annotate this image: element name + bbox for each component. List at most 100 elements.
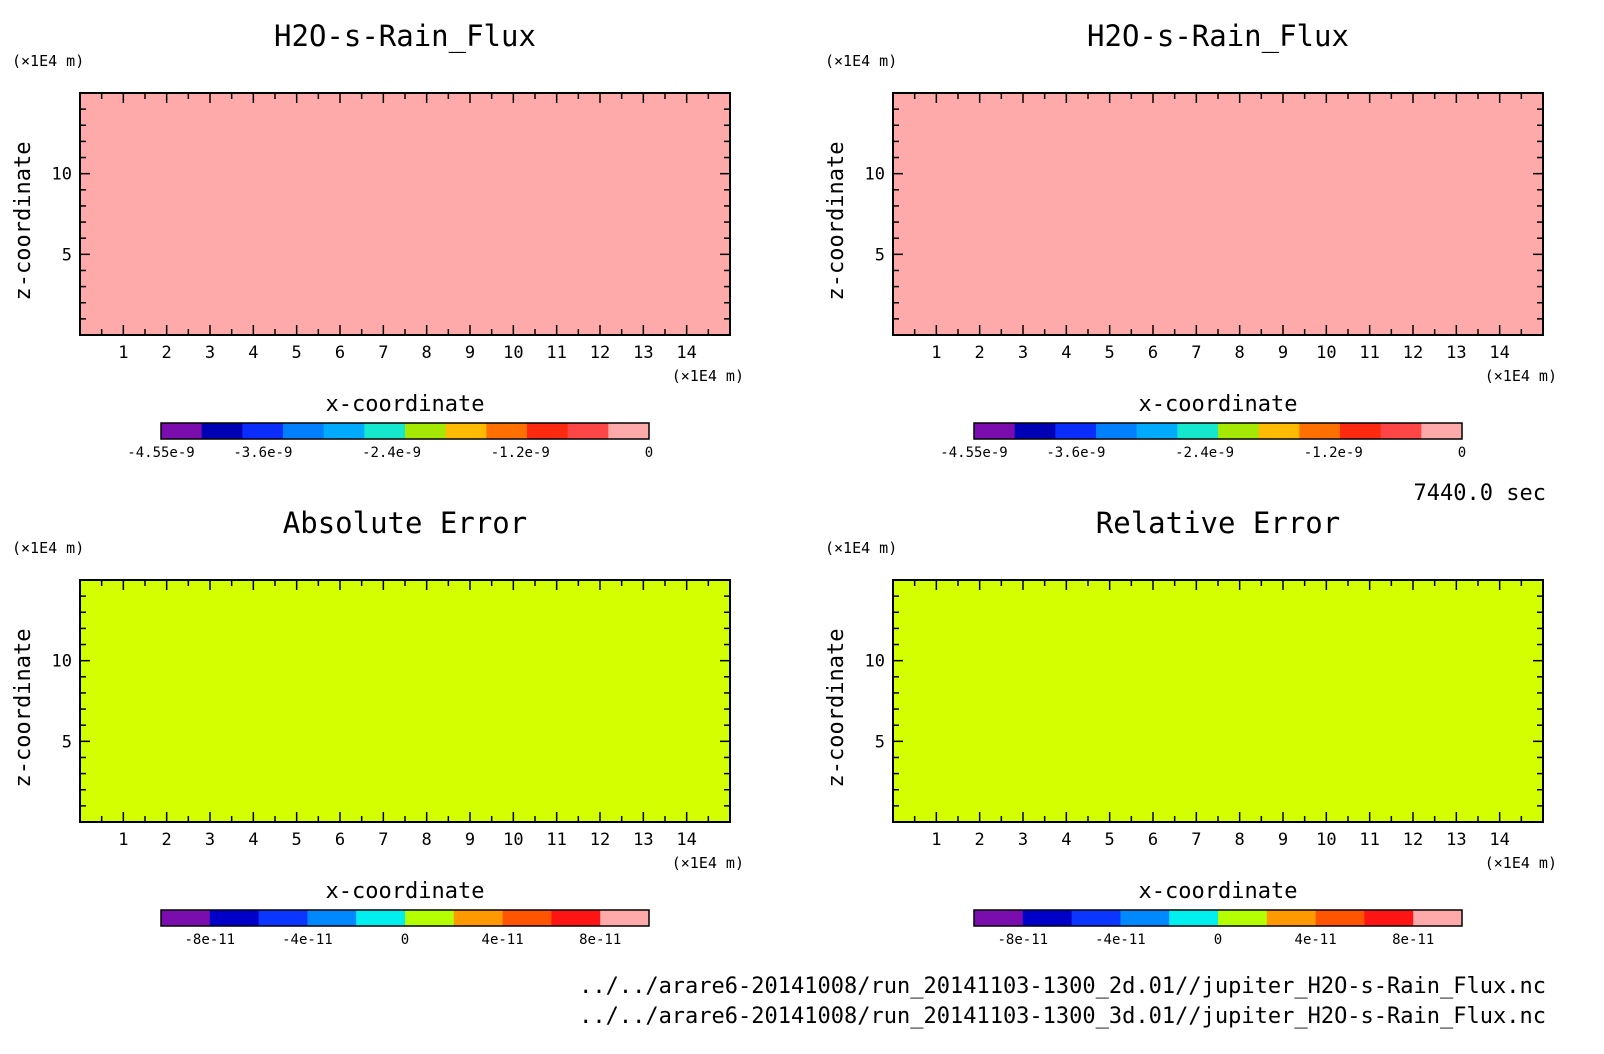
x-tick-label: 7 bbox=[1191, 830, 1201, 850]
colorbar-swatch bbox=[201, 423, 243, 439]
colorbar-frame bbox=[973, 422, 1463, 440]
colorbar-swatch bbox=[453, 910, 504, 926]
colorbar-label: 0 bbox=[1214, 932, 1222, 948]
x-tick-label: 5 bbox=[1105, 830, 1115, 850]
x-tick-label: 8 bbox=[422, 830, 432, 850]
colorbar-swatch bbox=[1177, 423, 1219, 439]
colorbar-swatch bbox=[405, 910, 455, 926]
colorbar-label: -8e-11 bbox=[998, 932, 1049, 948]
colorbar-label: -4.55e-9 bbox=[127, 445, 194, 461]
x-tick-label: 12 bbox=[1403, 343, 1423, 363]
x-tick-label: 10 bbox=[503, 830, 523, 850]
panel-title: H2O-s-Rain_Flux bbox=[1087, 19, 1349, 54]
x-tick-label: 10 bbox=[503, 343, 523, 363]
x-unit-label: (×1E4 m) bbox=[1485, 854, 1557, 872]
x-tick-label: 13 bbox=[633, 343, 653, 363]
x-tick-label: 5 bbox=[292, 830, 302, 850]
x-axis-label: x-coordinate bbox=[326, 879, 485, 904]
plot-frame bbox=[79, 92, 731, 336]
x-unit-label: (×1E4 m) bbox=[1485, 367, 1557, 385]
field-fill bbox=[80, 580, 730, 822]
y-tick-label: 10 bbox=[52, 652, 72, 672]
y-tick-label: 10 bbox=[865, 165, 885, 185]
x-tick-label: 10 bbox=[1316, 830, 1336, 850]
panel-title: H2O-s-Rain_Flux bbox=[274, 19, 536, 54]
colorbar-label: -8e-11 bbox=[185, 932, 236, 948]
colorbar-swatch bbox=[502, 910, 552, 926]
file-path-3d: ../../arare6-20141008/run_20141103-1300_… bbox=[579, 1004, 1546, 1029]
colorbar-frame bbox=[973, 909, 1463, 927]
colorbar-label: 8e-11 bbox=[579, 932, 621, 948]
colorbar-label: -3.6e-9 bbox=[233, 445, 292, 461]
x-tick-label: 9 bbox=[465, 830, 475, 850]
colorbar-swatch bbox=[1055, 423, 1097, 439]
x-tick-label: 2 bbox=[975, 830, 985, 850]
x-tick-label: 14 bbox=[676, 343, 696, 363]
y-tick-label: 5 bbox=[62, 245, 72, 265]
colorbar-swatch bbox=[242, 423, 284, 439]
colorbar-swatch bbox=[1299, 423, 1341, 439]
x-tick-label: 1 bbox=[931, 830, 941, 850]
colorbar-swatch bbox=[209, 910, 260, 926]
x-tick-label: 12 bbox=[1403, 830, 1423, 850]
panel-title: Absolute Error bbox=[283, 506, 527, 540]
x-tick-label: 4 bbox=[248, 830, 258, 850]
x-axis-label: x-coordinate bbox=[1139, 879, 1298, 904]
colorbar-swatch bbox=[283, 423, 325, 439]
x-tick-label: 12 bbox=[590, 830, 610, 850]
colorbar-swatch bbox=[1315, 910, 1365, 926]
x-tick-label: 5 bbox=[1105, 343, 1115, 363]
colorbar-swatch bbox=[405, 423, 447, 439]
panel-title: Relative Error bbox=[1096, 506, 1340, 540]
colorbar-label: 0 bbox=[645, 445, 653, 461]
colorbar-swatch bbox=[974, 910, 1024, 926]
x-tick-label: 11 bbox=[1359, 343, 1379, 363]
y-unit-label: (×1E4 m) bbox=[825, 539, 897, 557]
y-tick-label: 5 bbox=[875, 245, 885, 265]
colorbar-swatch bbox=[364, 423, 406, 439]
x-unit-label: (×1E4 m) bbox=[672, 367, 744, 385]
x-tick-label: 6 bbox=[1148, 343, 1158, 363]
x-tick-label: 2 bbox=[162, 830, 172, 850]
colorbar-swatch bbox=[974, 423, 1016, 439]
field-fill bbox=[893, 580, 1543, 822]
colorbar-swatch bbox=[551, 910, 601, 926]
colorbar-swatch bbox=[1258, 423, 1300, 439]
x-tick-label: 1 bbox=[931, 343, 941, 363]
x-tick-label: 1 bbox=[118, 830, 128, 850]
x-tick-label: 3 bbox=[1018, 830, 1028, 850]
field-fill bbox=[80, 93, 730, 335]
x-tick-label: 4 bbox=[1061, 830, 1071, 850]
colorbar-frame bbox=[160, 422, 650, 440]
x-tick-label: 6 bbox=[335, 343, 345, 363]
colorbar-swatch bbox=[1071, 910, 1121, 926]
colorbar-label: 0 bbox=[1458, 445, 1466, 461]
x-tick-label: 4 bbox=[248, 343, 258, 363]
x-axis-label: x-coordinate bbox=[1139, 392, 1298, 417]
x-tick-label: 13 bbox=[1446, 830, 1466, 850]
x-tick-label: 6 bbox=[1148, 830, 1158, 850]
colorbar-swatch bbox=[1413, 910, 1463, 926]
x-tick-label: 8 bbox=[1235, 830, 1245, 850]
colorbar-swatch bbox=[608, 423, 650, 439]
field-fill bbox=[893, 93, 1543, 335]
colorbar-swatch bbox=[1380, 423, 1422, 439]
panel-1: 1 2 3 4 5 6 7 8 9 10 11 12 13 14510H2O-s-Rain_Fluxx-c… bbox=[11, 19, 744, 461]
y-tick-label: 5 bbox=[875, 732, 885, 752]
colorbar-swatch bbox=[161, 423, 203, 439]
colorbar-label: -4.55e-9 bbox=[940, 445, 1007, 461]
colorbar-swatch bbox=[1364, 910, 1414, 926]
colorbar-swatch bbox=[323, 423, 365, 439]
y-tick-label: 10 bbox=[52, 165, 72, 185]
y-tick-label: 5 bbox=[62, 732, 72, 752]
x-tick-label: 7 bbox=[378, 343, 388, 363]
y-unit-label: (×1E4 m) bbox=[825, 52, 897, 70]
plot-frame bbox=[892, 579, 1544, 823]
colorbar-swatch bbox=[486, 423, 528, 439]
x-unit-label: (×1E4 m) bbox=[672, 854, 744, 872]
x-tick-label: 14 bbox=[1489, 830, 1509, 850]
colorbar-frame bbox=[160, 909, 650, 927]
x-tick-label: 13 bbox=[633, 830, 653, 850]
